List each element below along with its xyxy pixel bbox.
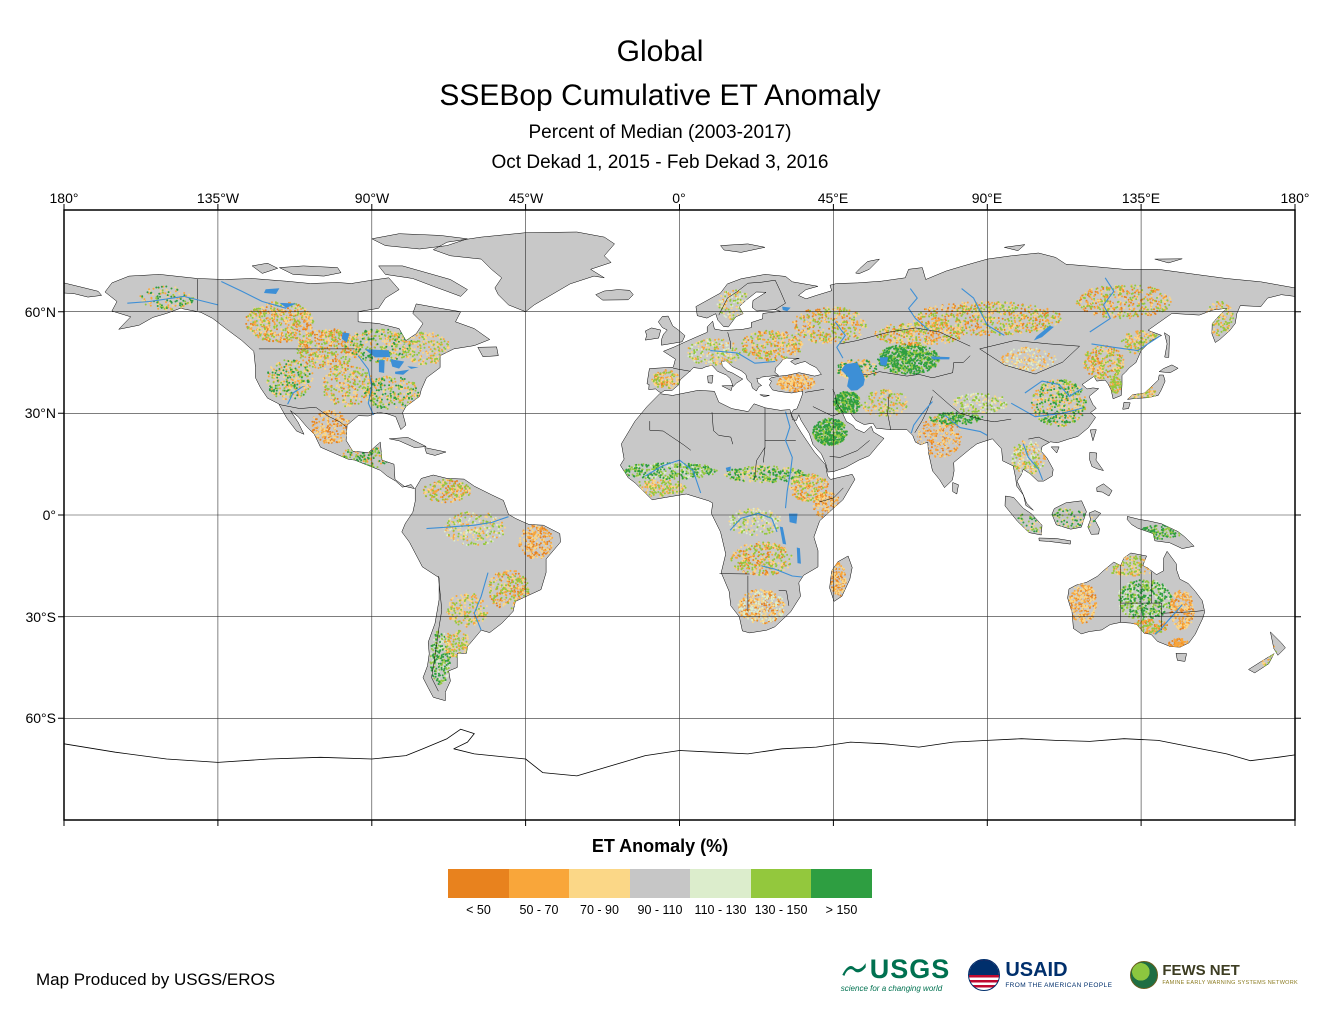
axis-label-lat: 30°S	[25, 609, 56, 625]
legend-title: ET Anomaly (%)	[591, 836, 729, 856]
legend-class-label: 70 - 90	[580, 903, 619, 917]
legend-swatch	[448, 869, 509, 898]
title-product: SSEBop Cumulative ET Anomaly	[439, 78, 881, 112]
logo-row: USGS science for a changing world USAID …	[840, 954, 1298, 994]
usaid-emblem-icon	[968, 958, 1001, 991]
legend-swatch	[629, 869, 691, 898]
legend-class: 70 - 90	[569, 869, 630, 917]
usaid-tagline: FROM THE AMERICAN PEOPLE	[1005, 982, 1113, 989]
usgs-wave-icon	[842, 963, 866, 976]
axis-label-lat: 30°N	[24, 405, 56, 421]
legend-swatch	[750, 869, 812, 898]
usaid-wordmark: USAID	[1005, 959, 1068, 981]
fewsnet-globe-icon	[1130, 960, 1159, 989]
axis-label-lon: 90°E	[971, 190, 1003, 206]
legend-class-label: 130 - 150	[754, 903, 808, 917]
title-region: Global	[616, 35, 704, 68]
usgs-logo: USGS science for a changing world	[840, 954, 951, 994]
axis-label-lon: 45°W	[508, 190, 544, 206]
legend-class: < 50	[448, 869, 509, 917]
subtitle-baseline: Percent of Median (2003-2017)	[528, 122, 792, 143]
legend-class: 50 - 70	[508, 869, 570, 917]
map-title-block: Global SSEBop Cumulative ET Anomaly Perc…	[0, 30, 1320, 176]
world-map	[58, 204, 1301, 826]
axis-label-lon: 180°	[1280, 190, 1310, 206]
axis-label-lat: 0°	[42, 507, 56, 523]
axis-label-lon: 45°E	[817, 190, 849, 206]
legend-swatch	[508, 869, 570, 898]
legend-class: 110 - 130	[690, 869, 751, 917]
axis-label-lat: 60°S	[25, 710, 56, 726]
legend-class: 130 - 150	[750, 869, 812, 917]
axis-label-lon: 0°	[672, 190, 686, 206]
axis-label-lat: 60°N	[24, 304, 56, 320]
legend-block: ET Anomaly (%) < 50 50 - 70 70 - 90 90 -…	[0, 836, 1320, 919]
axis-label-lon: 90°W	[354, 190, 390, 206]
legend-class-label: 110 - 130	[694, 903, 747, 917]
usaid-logo: USAID FROM THE AMERICAN PEOPLE	[968, 958, 1113, 991]
legend-class-label: > 150	[825, 903, 858, 917]
legend-class-label: < 50	[466, 903, 491, 917]
axis-label-lon: 135°W	[196, 190, 240, 206]
legend-swatch	[811, 869, 872, 898]
legend-class: > 150	[811, 869, 872, 917]
axis-label-lon: 180°	[49, 190, 79, 206]
fewsnet-wordmark: FEWS NET	[1162, 962, 1240, 979]
legend-color-bar: < 50 50 - 70 70 - 90 90 - 110 110 - 130 …	[448, 869, 872, 917]
usgs-tagline: science for a changing world	[840, 984, 943, 993]
usgs-wordmark: USGS	[869, 954, 951, 984]
legend-class: 90 - 110	[629, 869, 691, 917]
legend-swatch	[690, 869, 751, 898]
fewsnet-logo: FEWS NET FAMINE EARLY WARNING SYSTEMS NE…	[1130, 960, 1298, 989]
fewsnet-tagline: FAMINE EARLY WARNING SYSTEMS NETWORK	[1162, 980, 1298, 986]
legend-swatch	[569, 869, 630, 898]
axis-label-lon: 135°E	[1121, 190, 1161, 206]
subtitle-period: Oct Dekad 1, 2015 - Feb Dekad 3, 2016	[491, 151, 829, 173]
legend-class-label: 90 - 110	[637, 903, 683, 917]
legend-class-label: 50 - 70	[519, 903, 559, 917]
map-credit: Map Produced by USGS/EROS	[36, 970, 276, 989]
